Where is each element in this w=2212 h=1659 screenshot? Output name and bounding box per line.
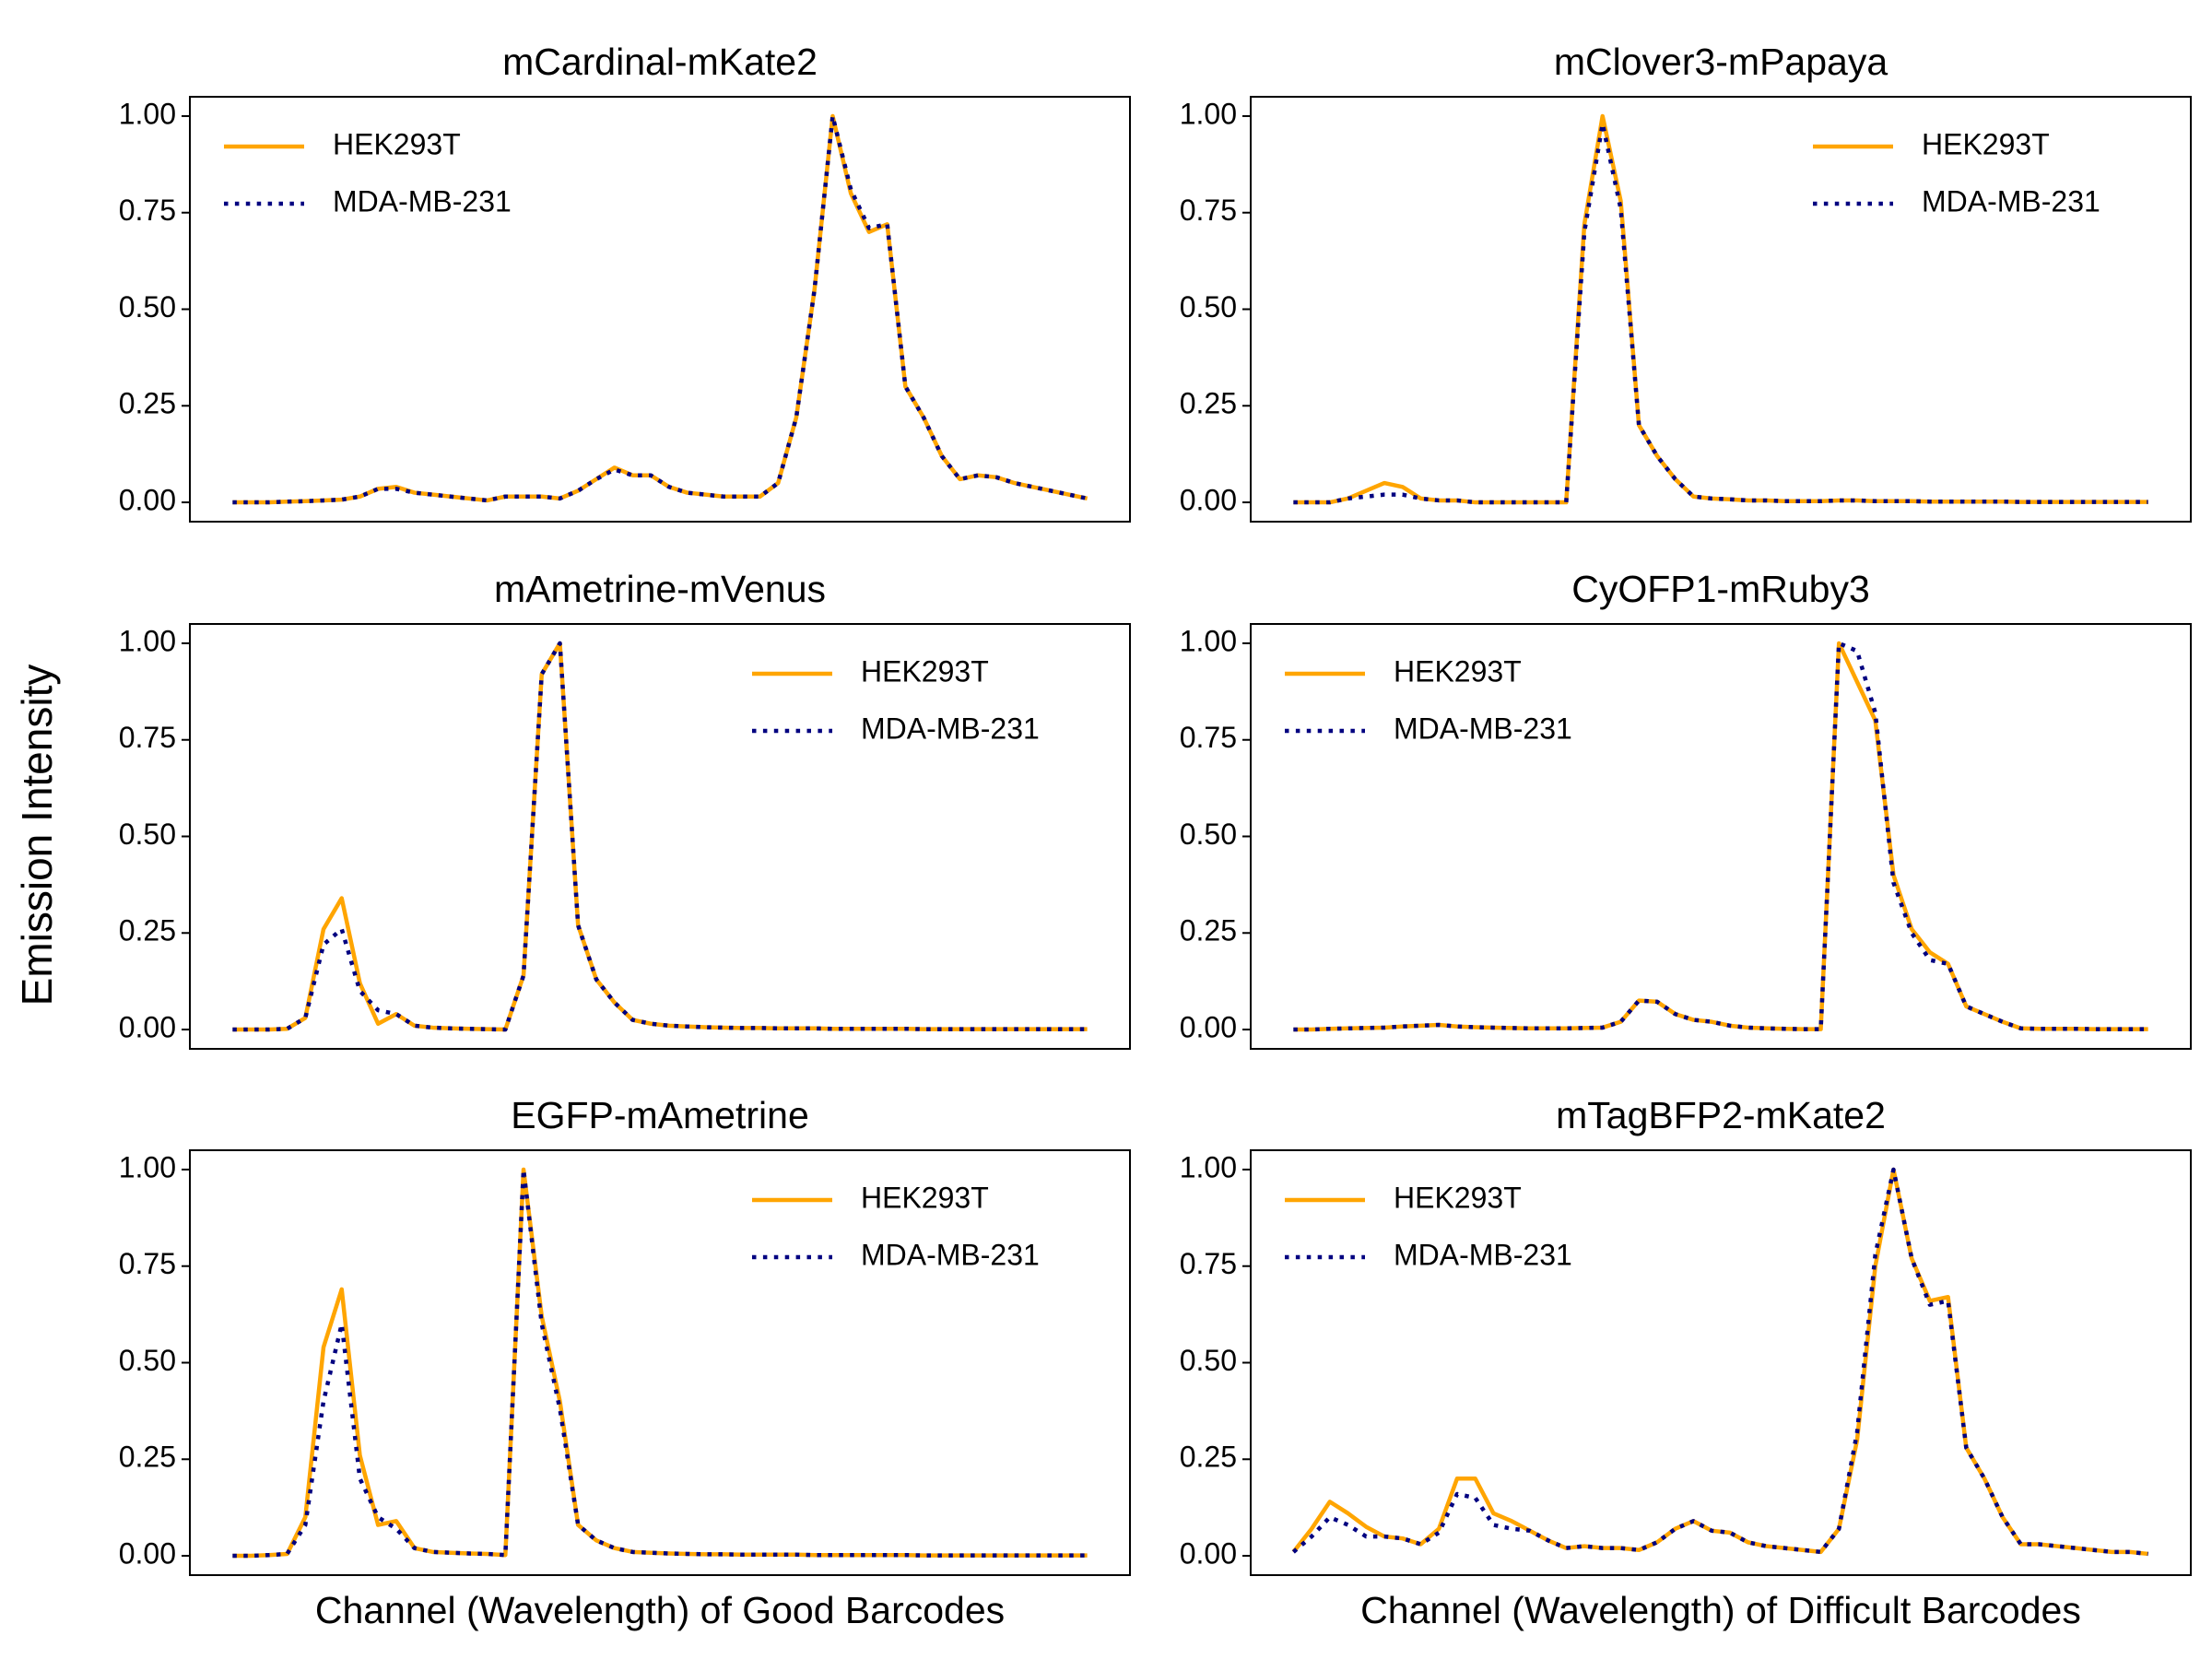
y-tick-label: 1.00 — [119, 624, 176, 657]
legend-label: MDA-MB-231 — [333, 184, 512, 218]
legend-label: MDA-MB-231 — [1394, 712, 1572, 745]
y-tick-label: 0.50 — [119, 290, 176, 324]
y-tick-label: 1.00 — [1180, 97, 1237, 130]
y-tick-label: 0.75 — [119, 721, 176, 754]
y-tick-label: 0.25 — [119, 387, 176, 420]
y-tick-label: 0.75 — [1180, 1247, 1237, 1280]
axes-frame — [1250, 623, 2192, 1050]
y-tick-label: 1.00 — [1180, 1150, 1237, 1183]
y-tick-label: 0.00 — [1180, 1536, 1237, 1570]
chart-title: EGFP-mAmetrine — [511, 1094, 809, 1136]
y-tick-label: 0.75 — [119, 194, 176, 227]
y-tick-label: 0.25 — [1180, 914, 1237, 947]
series-line — [232, 113, 1088, 505]
x-axis-label: Channel (Wavelength) of Good Barcodes — [315, 1589, 1005, 1631]
y-tick-label: 0.25 — [119, 914, 176, 947]
chart-title: mAmetrine-mVenus — [494, 568, 826, 610]
y-tick-label: 1.00 — [119, 97, 176, 130]
chart-title: mTagBFP2-mKate2 — [1556, 1094, 1886, 1136]
y-tick-label: 0.25 — [1180, 1441, 1237, 1474]
legend-label: MDA-MB-231 — [861, 1238, 1040, 1271]
legend-label: MDA-MB-231 — [1922, 184, 2100, 218]
y-tick-label: 0.75 — [119, 1247, 176, 1280]
y-tick-label: 0.00 — [119, 483, 176, 516]
y-tick-label: 0.50 — [1180, 818, 1237, 851]
y-tick-label: 0.00 — [1180, 1010, 1237, 1043]
series-line — [232, 113, 1088, 505]
legend-label: MDA-MB-231 — [861, 712, 1040, 745]
y-tick-label: 1.00 — [119, 1150, 176, 1183]
series-line — [1293, 122, 2148, 505]
axes-frame — [1250, 96, 2192, 523]
chart-title: CyOFP1-mRuby3 — [1571, 568, 1870, 610]
series-line — [232, 1167, 1088, 1559]
y-tick-label: 1.00 — [1180, 624, 1237, 657]
y-tick-label: 0.75 — [1180, 194, 1237, 227]
axes-frame — [189, 96, 1131, 523]
axes-frame — [189, 623, 1131, 1050]
y-tick-label: 0.00 — [119, 1536, 176, 1570]
series-line — [1293, 641, 2148, 1032]
legend-label: HEK293T — [1922, 127, 2050, 160]
legend-label: HEK293T — [861, 1181, 989, 1214]
axes-frame — [1250, 1149, 2192, 1576]
series-line — [1291, 1167, 2148, 1557]
chart-title: mClover3-mPapaya — [1554, 41, 1888, 83]
y-tick-label: 0.50 — [1180, 1344, 1237, 1377]
series-line — [232, 641, 1088, 1032]
y-tick-label: 0.50 — [119, 1344, 176, 1377]
x-axis-label: Channel (Wavelength) of Difficult Barcod… — [1360, 1589, 2081, 1631]
y-tick-label: 0.25 — [1180, 387, 1237, 420]
legend-label: HEK293T — [1394, 654, 1522, 688]
y-tick-label: 0.00 — [119, 1010, 176, 1043]
legend-label: MDA-MB-231 — [1394, 1238, 1572, 1271]
y-tick-label: 0.75 — [1180, 721, 1237, 754]
series-line — [1293, 641, 2148, 1032]
series-line — [1291, 1167, 2148, 1557]
y-tick-label: 0.50 — [1180, 290, 1237, 324]
y-tick-label: 0.25 — [119, 1441, 176, 1474]
y-tick-label: 0.00 — [1180, 483, 1237, 516]
chart-title: mCardinal-mKate2 — [502, 41, 818, 83]
legend-label: HEK293T — [1394, 1181, 1522, 1214]
legend-label: HEK293T — [861, 654, 989, 688]
series-line — [232, 641, 1088, 1032]
axes-frame — [189, 1149, 1131, 1576]
series-line — [1293, 113, 2148, 505]
legend-label: HEK293T — [333, 127, 461, 160]
y-axis-label: Emission Intensity — [13, 665, 61, 1006]
series-line — [232, 1167, 1088, 1559]
y-tick-label: 0.50 — [119, 818, 176, 851]
